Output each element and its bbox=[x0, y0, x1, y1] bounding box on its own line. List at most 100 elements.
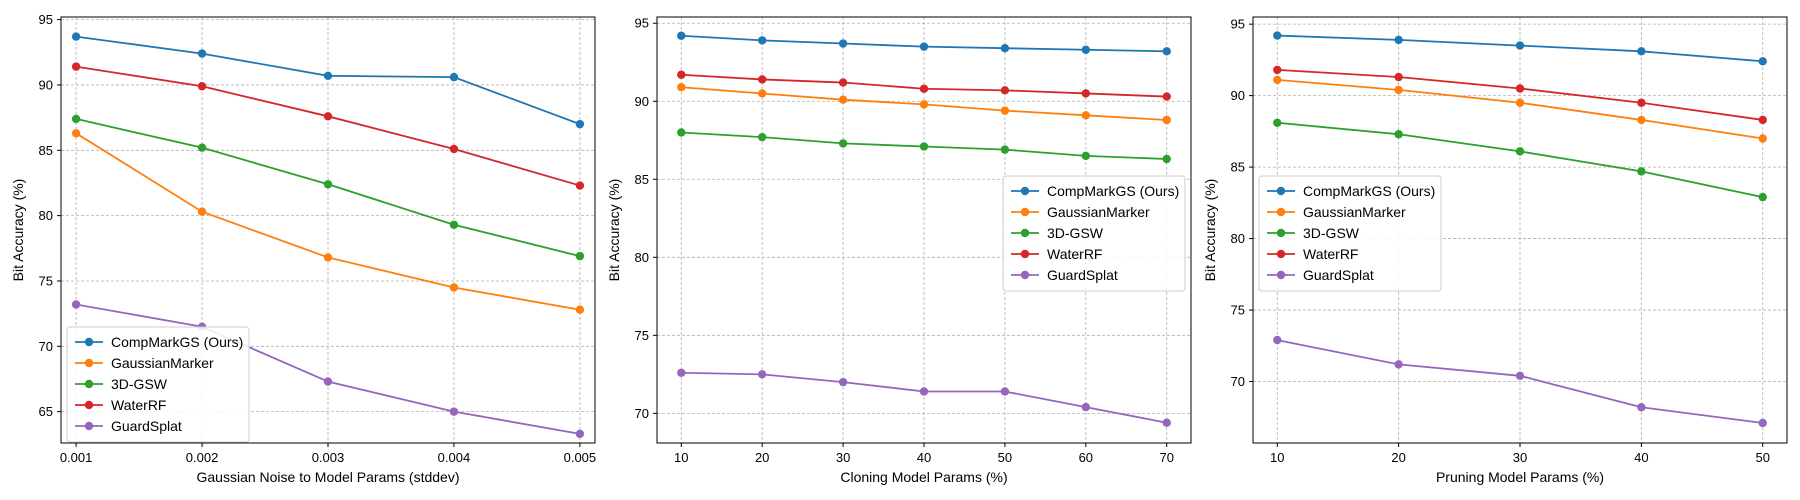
data-point bbox=[1758, 115, 1767, 125]
data-point bbox=[197, 49, 207, 58]
data-point bbox=[1081, 45, 1091, 54]
legend-label: 3D-GSW bbox=[1303, 225, 1360, 241]
data-point bbox=[1081, 151, 1091, 161]
data-point bbox=[838, 78, 848, 87]
x-tick-label: 0.004 bbox=[438, 450, 471, 465]
y-tick-label: 95 bbox=[1231, 17, 1245, 32]
legend: CompMarkGS (Ours) GaussianMarker 3D-GSW Wat… bbox=[66, 326, 250, 443]
data-point bbox=[1758, 57, 1767, 66]
data-point bbox=[838, 39, 848, 48]
data-point bbox=[1394, 85, 1403, 95]
legend-entry: 3D-GSW bbox=[75, 376, 168, 392]
legend-label: GaussianMarker bbox=[1303, 204, 1406, 220]
legend-entry: WaterRF bbox=[75, 397, 166, 413]
data-point bbox=[449, 220, 459, 229]
data-point bbox=[677, 83, 686, 92]
legend-entry: CompMarkGS (Ours) bbox=[75, 334, 243, 350]
legend-entry: GuardSplat bbox=[1267, 267, 1374, 283]
series-compmarkgs-ours- bbox=[71, 32, 585, 129]
data-point bbox=[1515, 98, 1525, 107]
data-point bbox=[1273, 75, 1282, 85]
data-point bbox=[838, 139, 848, 148]
data-point bbox=[757, 36, 767, 45]
series-gaussianmarker bbox=[71, 129, 585, 314]
series-guardsplat bbox=[677, 368, 1171, 427]
legend-label: WaterRF bbox=[1303, 246, 1358, 262]
y-tick-label: 90 bbox=[1231, 88, 1245, 103]
legend-label: GuardSplat bbox=[1047, 267, 1118, 283]
data-point bbox=[757, 132, 767, 142]
data-point bbox=[449, 283, 459, 292]
y-tick-label: 80 bbox=[635, 250, 649, 265]
data-point bbox=[1637, 167, 1646, 176]
legend-marker bbox=[1020, 270, 1030, 280]
legend-marker bbox=[1020, 249, 1030, 259]
series-waterrf bbox=[71, 62, 585, 190]
legend-box bbox=[1258, 175, 1442, 292]
y-tick-label: 75 bbox=[1231, 303, 1245, 318]
data-point bbox=[71, 300, 81, 309]
x-tick-label: 30 bbox=[1513, 450, 1527, 465]
x-axis-label: Cloning Model Params (%) bbox=[840, 469, 1007, 485]
data-point bbox=[323, 377, 333, 386]
data-point bbox=[1162, 418, 1171, 427]
data-point bbox=[71, 114, 81, 124]
data-point bbox=[1162, 92, 1171, 101]
data-point bbox=[677, 31, 686, 40]
data-point bbox=[1394, 72, 1403, 82]
chart-panel-1: 0.001 0.002 0.003 0.004 0.005 65 70 75 80 85 90 95 G… bbox=[10, 12, 596, 485]
data-point bbox=[1081, 402, 1091, 412]
legend-entry: GuardSplat bbox=[75, 418, 182, 434]
data-point bbox=[677, 368, 686, 377]
x-axis-label: Gaussian Noise to Model Params (stddev) bbox=[197, 469, 460, 485]
legend-entry: WaterRF bbox=[1011, 246, 1102, 262]
data-point bbox=[677, 128, 686, 137]
legend-marker bbox=[1276, 186, 1286, 196]
x-tick-label: 40 bbox=[917, 450, 931, 465]
data-point bbox=[323, 180, 333, 189]
data-point bbox=[323, 253, 333, 262]
y-tick-label: 85 bbox=[635, 172, 649, 187]
data-point bbox=[757, 75, 767, 84]
chart-panel-2: 10 20 30 40 50 60 70 70 75 80 85 90 95 Cloning Model … bbox=[606, 16, 1192, 485]
x-tick-label: 10 bbox=[674, 450, 688, 465]
series-3d-gsw bbox=[71, 114, 585, 261]
legend-entry: CompMarkGS (Ours) bbox=[1011, 183, 1179, 199]
data-point bbox=[1515, 41, 1525, 50]
y-tick-label: 90 bbox=[635, 94, 649, 109]
data-point bbox=[1515, 84, 1525, 93]
data-point bbox=[1000, 44, 1010, 53]
legend-marker bbox=[1020, 228, 1030, 238]
data-point bbox=[1637, 98, 1646, 107]
legend-label: WaterRF bbox=[111, 397, 166, 413]
x-tick-label: 0.005 bbox=[564, 450, 597, 465]
y-tick-label: 70 bbox=[39, 339, 53, 354]
data-point bbox=[677, 70, 686, 79]
legend: CompMarkGS (Ours) GaussianMarker 3D-GSW Wat… bbox=[1002, 175, 1186, 292]
series-gaussianmarker bbox=[1273, 75, 1767, 143]
chart-panel-3: 10 20 30 40 50 70 75 80 85 90 95 Pruning Model Para… bbox=[1202, 16, 1788, 485]
series-3d-gsw bbox=[677, 128, 1171, 164]
data-point bbox=[1000, 145, 1010, 154]
y-tick-label: 95 bbox=[635, 16, 649, 31]
legend-marker bbox=[1276, 270, 1286, 280]
series-guardsplat bbox=[1273, 335, 1767, 428]
y-tick-label: 95 bbox=[39, 12, 53, 27]
data-point bbox=[71, 62, 81, 71]
legend-entry: WaterRF bbox=[1267, 246, 1358, 262]
data-point bbox=[1515, 371, 1525, 381]
data-point bbox=[1162, 154, 1171, 164]
legend-marker bbox=[84, 400, 94, 410]
data-point bbox=[1758, 134, 1767, 143]
x-tick-label: 40 bbox=[1634, 450, 1648, 465]
data-point bbox=[757, 89, 767, 98]
legend-entry: CompMarkGS (Ours) bbox=[1267, 183, 1435, 199]
data-point bbox=[323, 112, 333, 121]
data-point bbox=[197, 207, 207, 216]
legend-marker bbox=[1276, 249, 1286, 259]
legend-label: GuardSplat bbox=[111, 418, 182, 434]
data-point bbox=[449, 72, 459, 82]
data-point bbox=[197, 82, 207, 91]
